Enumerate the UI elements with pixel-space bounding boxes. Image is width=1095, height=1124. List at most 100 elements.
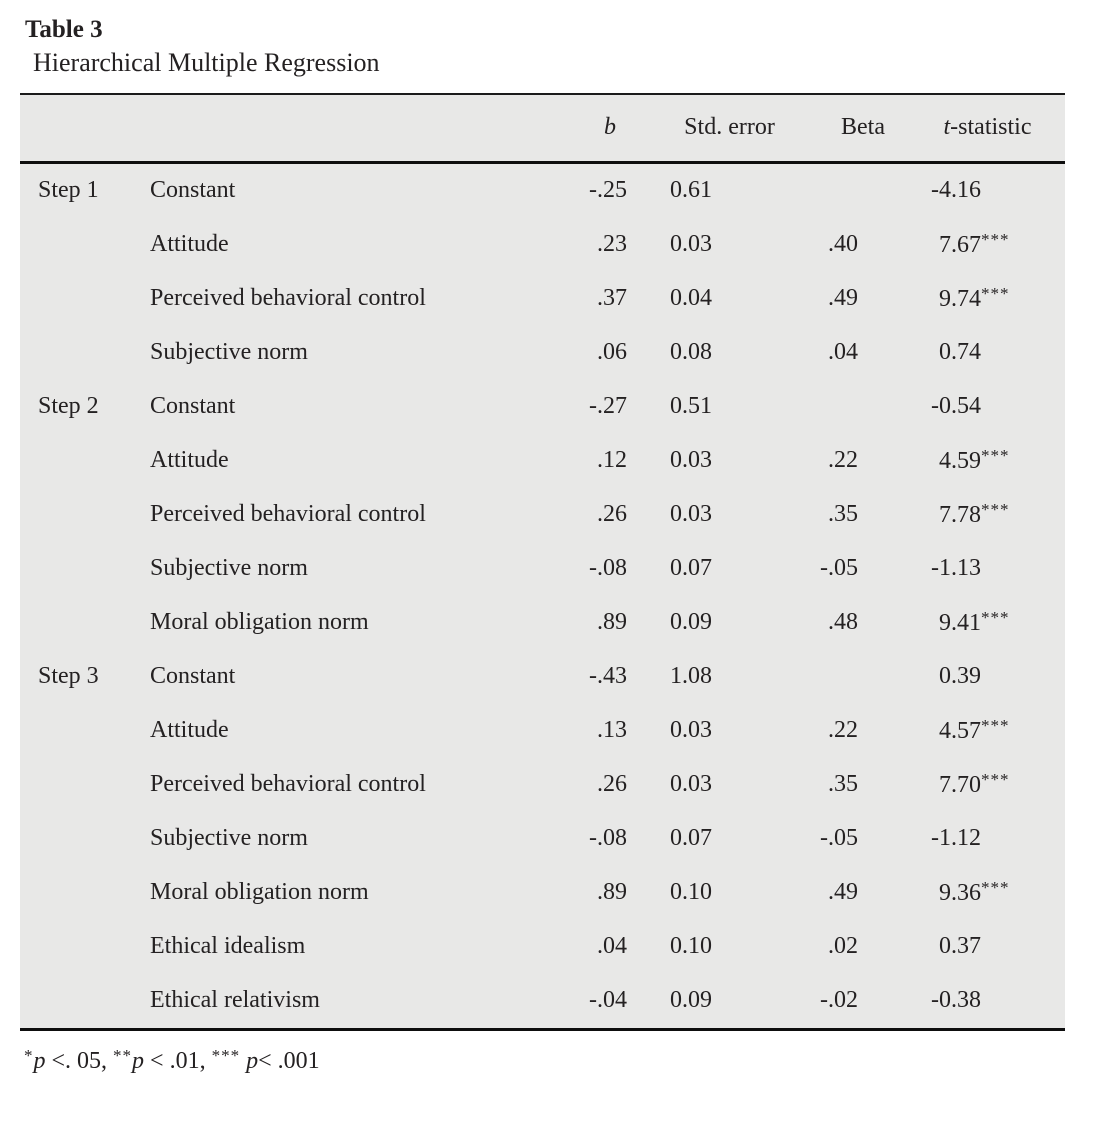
table-row: Step 3 Constant -.43 1.08 0.39 [20,650,1065,704]
header-variable-spacer [150,94,565,164]
cell-std-error: 1.08 [670,663,712,690]
cell-variable: Perceived behavioral control [150,285,426,312]
regression-table-grid: b Std. error Beta t-statistic Step 1 Con… [20,94,1065,1028]
table-row: Attitude .13 0.03 .22 4.57*** [20,704,1065,758]
cell-t-statistic: 9.36*** [910,866,1065,920]
cell-variable: Perceived behavioral control [150,771,426,798]
cell-b: -.04 [589,987,627,1014]
cell-std-error: 0.04 [670,285,712,312]
table-row: Perceived behavioral control .37 0.04 .4… [20,272,1065,326]
cell-beta: .04 [828,339,858,366]
significance-stars: *** [981,878,1010,898]
cell-std-error: 0.03 [670,501,712,528]
cell-b: .13 [597,717,627,744]
cell-b: .12 [597,447,627,474]
cell-step: Step 3 [38,663,99,690]
cell-std-error: 0.07 [670,825,712,852]
cell-step [20,488,150,542]
cell-beta: .35 [828,771,858,798]
table-number: Table 3 [25,16,103,43]
cell-t-statistic: -1.12 [931,825,981,852]
cell-step: Step 1 [38,177,99,204]
cell-beta: .22 [828,447,858,474]
cell-beta: .49 [828,285,858,312]
table-row: Moral obligation norm .89 0.09 .48 9.41*… [20,596,1065,650]
significance-stars: *** [981,770,1010,790]
cell-step [20,974,150,1028]
cell-beta [780,162,910,218]
cell-variable: Ethical idealism [150,933,306,960]
cell-beta: .40 [828,231,858,258]
cell-variable: Constant [150,393,236,420]
cell-beta: .22 [828,717,858,744]
cell-std-error: 0.09 [670,987,712,1014]
cell-b: .37 [597,285,627,312]
cell-variable: Constant [150,663,236,690]
table-row: Subjective norm .06 0.08 .04 0.74 [20,326,1065,380]
cell-t-statistic: 4.59*** [910,434,1065,488]
significance-stars: *** [981,500,1010,520]
cell-std-error: 0.08 [670,339,712,366]
cell-step [20,596,150,650]
cell-step [20,812,150,866]
cell-t-statistic: 0.74 [939,339,981,366]
cell-std-error: 0.10 [670,933,712,960]
cell-b: .89 [597,609,627,636]
table-row: Perceived behavioral control .26 0.03 .3… [20,758,1065,812]
column-header-std-error: Std. error [667,94,792,164]
table-row: Perceived behavioral control .26 0.03 .3… [20,488,1065,542]
cell-t-statistic: 0.37 [939,933,981,960]
cell-b: -.08 [589,825,627,852]
cell-beta: .35 [828,501,858,528]
cell-step: Step 2 [38,393,99,420]
cell-step [20,920,150,974]
column-header-t-statistic: t-statistic [910,94,1065,164]
cell-beta: -.05 [820,555,858,582]
cell-variable: Moral obligation norm [150,879,369,906]
significance-stars: *** [981,230,1010,250]
cell-std-error: 0.51 [670,393,712,420]
cell-step [20,758,150,812]
table-row: Step 1 Constant -.25 0.61 -4.16 [20,162,1065,218]
cell-beta: -.02 [820,987,858,1014]
significance-footnote: *p <. 05, **p < .01, *** p< .001 [24,1045,320,1074]
table-row: Subjective norm -.08 0.07 -.05 -1.13 [20,542,1065,596]
table-row: Ethical relativism -.04 0.09 -.02 -0.38 [20,974,1065,1028]
table-row: Subjective norm -.08 0.07 -.05 -1.12 [20,812,1065,866]
cell-variable: Attitude [150,447,229,474]
table-caption: Table 3 Hierarchical Multiple Regression [25,16,1095,78]
cell-step [20,326,150,380]
cell-b: .06 [597,339,627,366]
cell-step [20,866,150,920]
cell-variable: Ethical relativism [150,987,320,1014]
cell-std-error: 0.09 [670,609,712,636]
cell-t-statistic: 7.78*** [910,488,1065,542]
cell-b: .26 [597,501,627,528]
cell-t-statistic: 4.57*** [910,704,1065,758]
table-header-row: b Std. error Beta t-statistic [20,94,1065,164]
cell-beta: .49 [828,879,858,906]
cell-beta [780,380,910,434]
table-row: Step 2 Constant -.27 0.51 -0.54 [20,380,1065,434]
cell-t-statistic: -0.38 [931,987,981,1014]
significance-stars: *** [981,284,1010,304]
cell-variable: Attitude [150,717,229,744]
cell-std-error: 0.03 [670,717,712,744]
column-header-beta: Beta [798,94,928,164]
cell-step [20,218,150,272]
cell-std-error: 0.03 [670,771,712,798]
cell-beta: .02 [828,933,858,960]
table-title: Hierarchical Multiple Regression [33,47,380,77]
cell-variable: Moral obligation norm [150,609,369,636]
header-step-spacer [20,94,150,164]
cell-t-statistic: 0.39 [939,663,981,690]
cell-t-statistic: -1.13 [931,555,981,582]
cell-t-statistic: 9.41*** [910,596,1065,650]
cell-b: -.43 [589,663,627,690]
cell-t-statistic: 7.70*** [910,758,1065,812]
column-header-b: b [565,94,655,164]
cell-b: -.27 [589,393,627,420]
cell-std-error: 0.10 [670,879,712,906]
cell-beta: .48 [828,609,858,636]
cell-t-statistic: -0.54 [931,393,981,420]
